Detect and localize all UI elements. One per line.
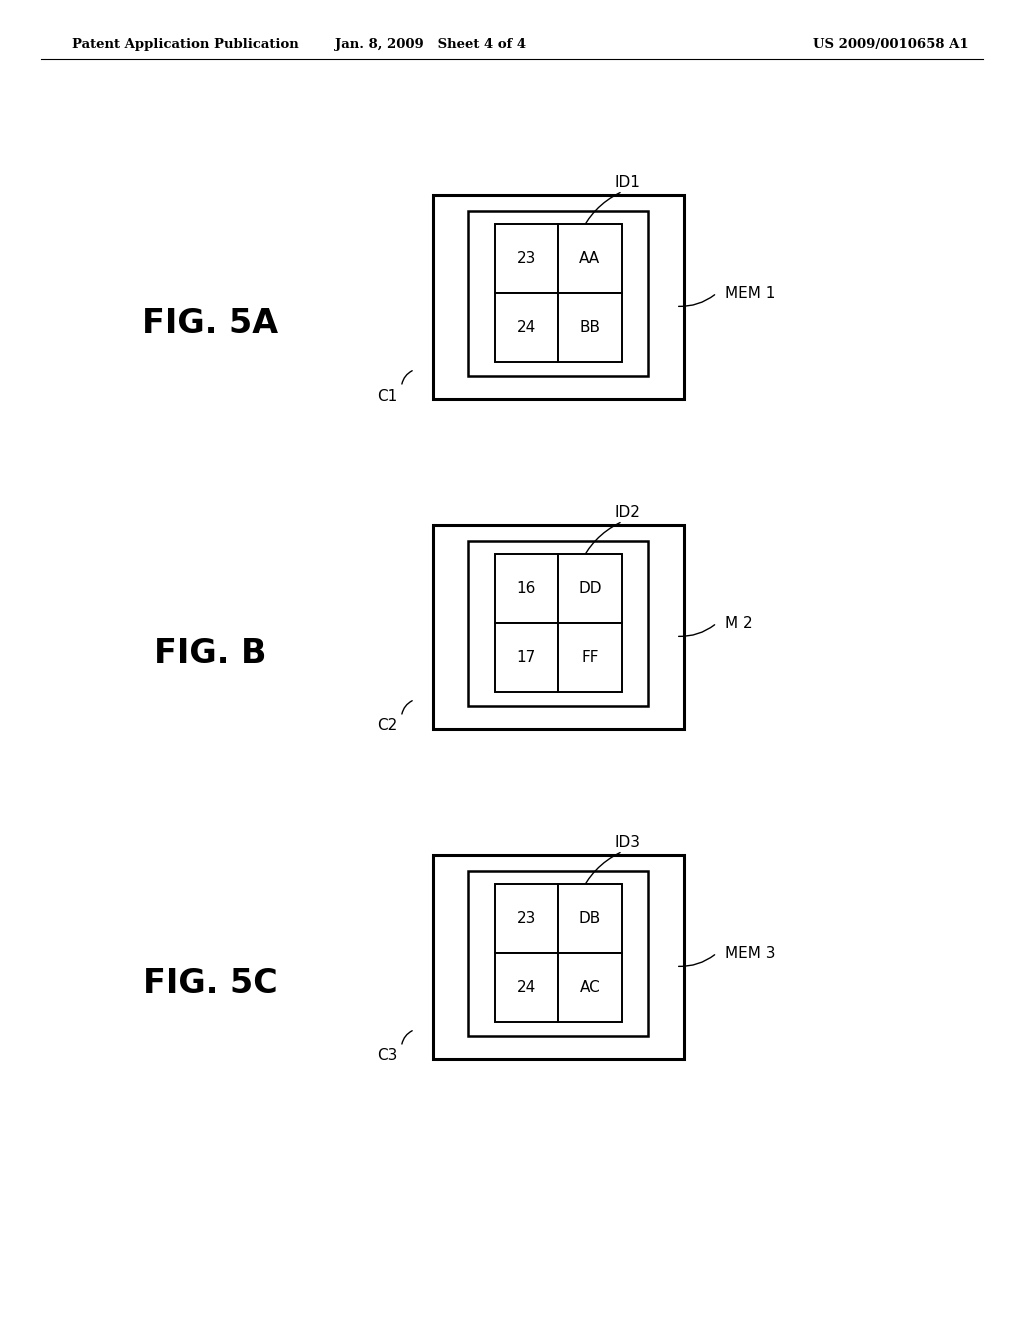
Text: ID3: ID3 <box>614 834 641 850</box>
Text: ID2: ID2 <box>614 504 641 520</box>
Text: AC: AC <box>580 979 600 995</box>
Text: C3: C3 <box>377 1048 397 1064</box>
Bar <box>433 194 684 399</box>
Text: 16: 16 <box>517 581 536 597</box>
Text: 24: 24 <box>517 979 536 995</box>
Text: MEM 3: MEM 3 <box>725 945 775 961</box>
Bar <box>558 953 622 1022</box>
Text: 23: 23 <box>517 911 536 927</box>
Bar <box>433 524 684 729</box>
Text: M 2: M 2 <box>725 615 753 631</box>
Text: MEM 1: MEM 1 <box>725 285 775 301</box>
Bar <box>495 623 558 692</box>
Bar <box>495 884 558 953</box>
Text: US 2009/0010658 A1: US 2009/0010658 A1 <box>813 38 969 51</box>
Bar <box>558 293 622 362</box>
Text: 24: 24 <box>517 319 536 335</box>
Text: 23: 23 <box>517 251 536 267</box>
Bar <box>469 210 648 375</box>
Bar <box>433 855 684 1059</box>
Bar <box>558 884 622 953</box>
Bar <box>558 224 622 293</box>
Text: AA: AA <box>580 251 600 267</box>
Text: C2: C2 <box>377 718 397 734</box>
Text: FIG. 5C: FIG. 5C <box>142 966 278 1001</box>
Text: C1: C1 <box>377 388 397 404</box>
Bar <box>558 554 622 623</box>
Text: FIG. 5A: FIG. 5A <box>142 306 278 339</box>
Text: 17: 17 <box>517 649 536 665</box>
Bar <box>558 623 622 692</box>
Text: DD: DD <box>579 581 601 597</box>
Text: Patent Application Publication: Patent Application Publication <box>72 38 298 51</box>
Text: ID1: ID1 <box>614 174 641 190</box>
Text: DB: DB <box>579 911 601 927</box>
Text: FIG. B: FIG. B <box>154 636 266 671</box>
Text: FF: FF <box>581 649 599 665</box>
Bar <box>495 224 558 293</box>
Bar <box>495 554 558 623</box>
Bar <box>495 293 558 362</box>
Bar <box>469 541 648 705</box>
Text: Jan. 8, 2009   Sheet 4 of 4: Jan. 8, 2009 Sheet 4 of 4 <box>335 38 525 51</box>
Bar <box>495 953 558 1022</box>
Text: BB: BB <box>580 319 600 335</box>
Bar <box>469 871 648 1035</box>
